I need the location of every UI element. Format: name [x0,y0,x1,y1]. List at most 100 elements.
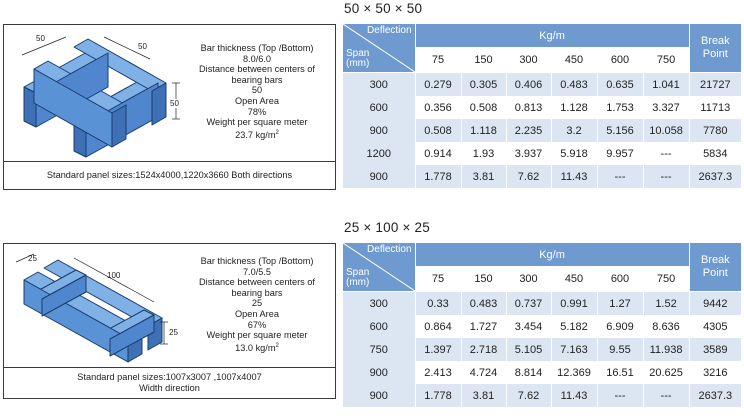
deflection-table-2: Deflection Span (mm) Kg/m Break Point 75 1… [343,243,742,407]
value-cell: 1.778 [415,165,462,188]
value-cell: 0.406 [506,72,552,96]
column-header: 750 [643,266,690,292]
distance-value: 50 [251,85,263,96]
column-header: 450 [551,47,598,73]
value-cell: 6.909 [597,315,644,338]
break-point-cell: 9442 [689,291,742,315]
value-cell: 5.156 [597,119,644,142]
value-cell: 11.938 [643,338,690,361]
span-cell: 300 [343,291,416,315]
break-point-cell: 11713 [689,96,742,119]
grating-diagram-1 [21,36,180,158]
break-point-cell: 7780 [689,119,742,142]
value-cell: 0.305 [461,72,507,96]
deflection-table-1: Deflection Span (mm) Kg/m Break Point 75 1… [343,24,742,188]
table-row: 300 0.279 0.305 0.406 0.483 0.635 1.041 21727 [343,72,742,96]
distance-label-1: Distance between centers of [199,277,315,288]
span-cell: 1200 [343,142,416,165]
value-cell: 1.52 [643,291,690,315]
value-cell: 5.182 [551,315,598,338]
value-cell: 0.33 [415,291,462,315]
column-header: 300 [506,266,552,292]
break-point-cell: 5834 [689,142,742,165]
value-cell: 3.81 [461,165,507,188]
value-cell: 0.279 [415,72,462,96]
column-header: 150 [461,266,507,292]
standard-line: Standard panel sizes:1524x4000,1220x3660… [46,170,293,180]
value-cell: 0.914 [415,142,462,165]
standard-line: Width direction [139,383,200,393]
bar-thickness-label: Bar thickness (Top /Bottom) [200,43,314,53]
table-title-2: 25 × 100 × 25 [344,220,430,235]
table-row: 1200 0.914 1.93 3.937 5.918 9.957 --- 5834 [343,142,742,165]
dim-label-top-right: 50 [138,42,147,51]
table-title-1: 50 × 50 × 50 [344,1,423,16]
distance-value: 25 [251,298,263,309]
value-cell: 0.635 [597,72,644,96]
value-cell: 8.814 [506,361,552,384]
column-header: 75 [415,266,462,292]
column-header: 450 [551,266,598,292]
value-cell: 1.93 [461,142,507,165]
column-header: 150 [461,47,507,73]
table-body-1: 300 0.279 0.305 0.406 0.483 0.635 1.041 21727 60… [343,72,742,188]
break-point-header: Break Point [689,243,742,292]
spec-box-1: 50 50 50 Bar thickness (Top /Bottom) 8.0… [3,24,336,190]
spec-properties-2: Bar thickness (Top /Bottom) 7.0/5.5 Dist… [187,256,327,353]
value-cell: 1.128 [551,96,598,119]
bar-thickness-value: 8.0/6.0 [242,53,272,64]
value-cell: 11.43 [551,165,598,188]
dim-label-top-right: 100 [107,271,121,280]
corner-header: Deflection Span (mm) [343,24,416,73]
spec-properties-1: Bar thickness (Top /Bottom) 8.0/6.0 Dist… [187,43,327,140]
value-cell: 0.991 [551,291,598,315]
bar-thickness-label: Bar thickness (Top /Bottom) [200,256,314,266]
value-cell: --- [643,384,690,407]
bar-thickness-value: 7.0/5.5 [242,266,272,277]
column-header: 600 [597,47,644,73]
value-cell: 8.636 [643,315,690,338]
weight-value: 23.7 kg/m2 [235,129,279,140]
table-row: 900 2.413 4.724 8.814 12.369 16.51 20.625 3216 [343,361,742,384]
distance-label-1: Distance between centers of [199,64,315,75]
value-cell: 11.43 [551,384,598,407]
value-cell: 1.753 [597,96,644,119]
open-area-label: Open Area [235,95,279,106]
span-cell: 900 [343,165,416,188]
value-cell: 0.813 [506,96,552,119]
open-area-label: Open Area [235,308,279,319]
break-point-cell: 21727 [689,72,742,96]
value-cell: 2.718 [461,338,507,361]
kgm-header: Kg/m [415,243,690,267]
table-row: 750 1.397 2.718 5.105 7.163 9.55 11.938 3589 [343,338,742,361]
value-cell: 3.81 [461,384,507,407]
value-cell: 2.235 [506,119,552,142]
value-cell: 20.625 [643,361,690,384]
value-cell: --- [597,165,644,188]
weight-label: Weight per square meter [206,117,308,128]
span-cell: 300 [343,72,416,96]
span-cell: 900 [343,119,416,142]
column-header: 300 [506,47,552,73]
column-header: 75 [415,47,462,73]
kgm-header: Kg/m [415,24,690,48]
distance-label-2: bearing bars [231,74,283,85]
value-cell: 0.508 [461,96,507,119]
grating-diagram-2 [15,253,168,363]
span-label: Span (mm) [346,267,370,288]
value-cell: 0.864 [415,315,462,338]
break-point-header: Break Point [689,24,742,73]
value-cell: 4.724 [461,361,507,384]
value-cell: 1.118 [461,119,507,142]
table-row: 600 0.864 1.727 3.454 5.182 6.909 8.636 4305 [343,315,742,338]
value-cell: 3.327 [643,96,690,119]
column-header: 750 [643,47,690,73]
column-header: 600 [597,266,644,292]
table-row: 600 0.356 0.508 0.813 1.128 1.753 3.327 11713 [343,96,742,119]
value-cell: 10.058 [643,119,690,142]
value-cell: --- [643,142,690,165]
span-cell: 600 [343,315,416,338]
span-cell: 900 [343,384,416,407]
value-cell: 0.508 [415,119,462,142]
corner-header: Deflection Span (mm) [343,243,416,292]
